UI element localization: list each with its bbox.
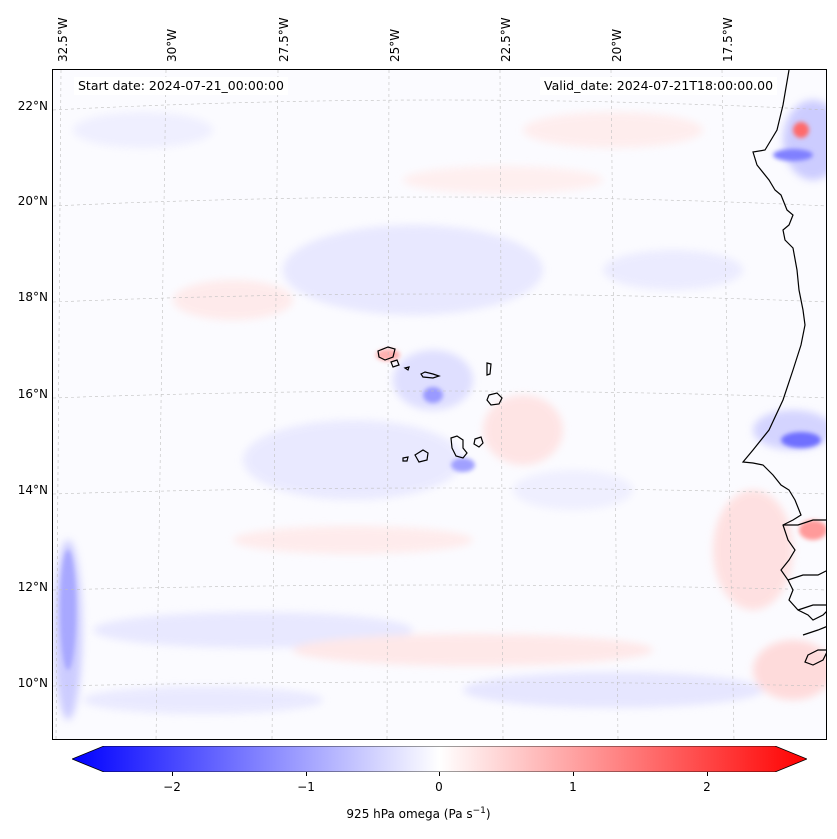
cape-verde-islands	[377, 346, 503, 463]
lat-label-10n: 10°N	[17, 676, 48, 690]
lon-label-30w: 30°W	[165, 28, 179, 62]
colorbar-tick-label: 2	[703, 780, 711, 794]
gridlines	[53, 70, 826, 739]
lat-label-20n: 20°N	[17, 194, 48, 208]
colorbar-tick-mark	[306, 772, 307, 776]
start-date-label: Start date: 2024-07-21_00:00:00	[74, 77, 288, 95]
map-panel[interactable]	[52, 69, 827, 740]
colorbar-tick-label: −1	[297, 780, 315, 794]
valid-date-label: Valid_date: 2024-07-21T18:00:00.00	[540, 77, 778, 95]
lon-label-25w: 25°W	[388, 28, 402, 62]
lat-label-12n: 12°N	[17, 580, 48, 594]
colorbar-tick-mark	[573, 772, 574, 776]
coastline	[741, 70, 826, 666]
lat-label-16n: 16°N	[17, 387, 48, 401]
colorbar-tick-label: −2	[163, 780, 181, 794]
colorbar	[72, 746, 807, 772]
lat-label-14n: 14°N	[17, 483, 48, 497]
lat-label-22n: 22°N	[17, 99, 48, 113]
lon-label-17-5w: 17.5°W	[721, 17, 735, 62]
colorbar-tick-mark	[707, 772, 708, 776]
colorbar-tick-label: 0	[435, 780, 443, 794]
colorbar-label: 925 hPa omega (Pa s−1)	[0, 806, 837, 821]
colorbar-label-prefix: 925 hPa omega (Pa s	[346, 807, 473, 821]
colorbar-label-exponent: −1	[472, 806, 486, 816]
omega-field-shading	[54, 100, 826, 720]
lon-label-20w: 20°W	[610, 28, 624, 62]
lon-label-27-5w: 27.5°W	[277, 17, 291, 62]
lon-label-22-5w: 22.5°W	[499, 17, 513, 62]
colorbar-tick-mark	[439, 772, 440, 776]
lon-label-32-5w: 32.5°W	[56, 17, 70, 62]
colorbar-tick-label: 1	[569, 780, 577, 794]
colorbar-label-suffix: )	[485, 807, 491, 821]
colorbar-bar	[72, 746, 807, 772]
omega-field-map	[53, 70, 826, 739]
colorbar-tick-mark	[172, 772, 173, 776]
lat-label-18n: 18°N	[17, 290, 48, 304]
